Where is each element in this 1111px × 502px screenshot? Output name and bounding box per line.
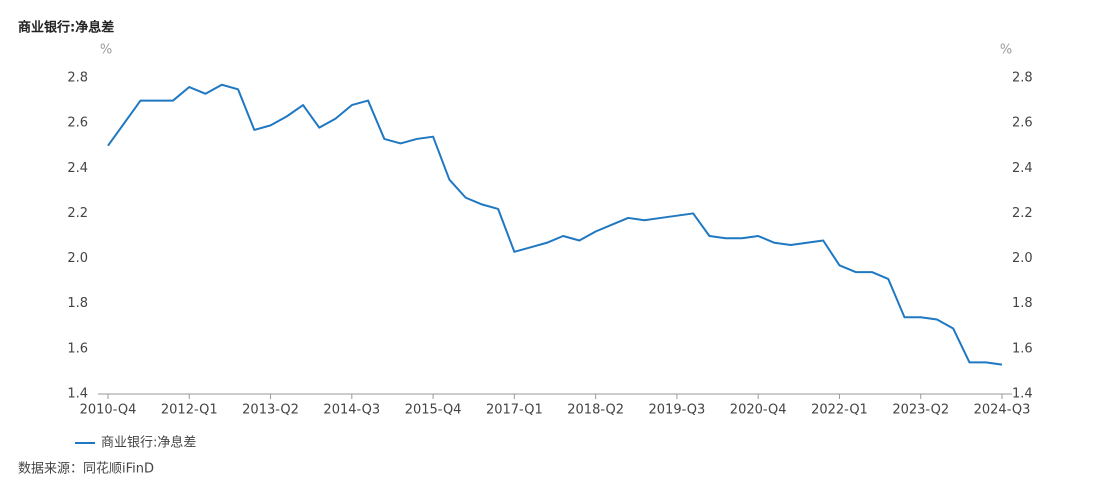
y-tick-label: 2.0: [1012, 251, 1033, 266]
x-tick-label: 2015-Q4: [405, 403, 462, 418]
source: 数据来源：同花顺iFinD: [18, 461, 154, 477]
y-tick-label: 2.6: [67, 116, 88, 131]
y-tick-label: 2.8: [67, 71, 88, 86]
x-tick-label: 2017-Q1: [486, 403, 543, 418]
x-tick-label: 2018-Q2: [567, 403, 624, 418]
y-tick-label: 1.6: [67, 341, 88, 356]
y-tick-label: 2.2: [67, 206, 88, 221]
y-tick-label: 2.6: [1012, 116, 1033, 131]
y-tick-label: 1.4: [1012, 387, 1033, 402]
y-tick-label: 2.4: [67, 161, 88, 176]
y2-unit: %: [1000, 43, 1012, 58]
y-tick-label: 1.4: [67, 387, 88, 402]
y-tick-label: 2.4: [1012, 161, 1033, 176]
y-tick-label: 1.6: [1012, 341, 1033, 356]
legend-label: 商业银行:净息差: [101, 435, 196, 451]
y-tick-label: 2.8: [1012, 71, 1033, 86]
y-tick-label: 1.8: [1012, 296, 1033, 311]
x-tick-label: 2022-Q1: [811, 403, 868, 418]
x-tick-label: 2014-Q3: [323, 403, 380, 418]
x-tick-label: 2024-Q3: [974, 403, 1031, 418]
x-tick-label: 2019-Q3: [649, 403, 706, 418]
x-tick-label: 2023-Q2: [892, 403, 949, 418]
x-tick-label: 2012-Q1: [161, 403, 218, 418]
x-tick-label: 2020-Q4: [730, 403, 787, 418]
chart-title: 商业银行:净息差: [18, 20, 114, 36]
y-tick-label: 1.8: [67, 296, 88, 311]
y-tick-label: 2.2: [1012, 206, 1033, 221]
x-tick-label: 2013-Q2: [242, 403, 299, 418]
data-line: [107, 83, 1003, 366]
x-tick-label: 2010-Q4: [80, 403, 137, 418]
y-tick-label: 2.0: [67, 251, 88, 266]
y-unit: %: [100, 43, 112, 58]
